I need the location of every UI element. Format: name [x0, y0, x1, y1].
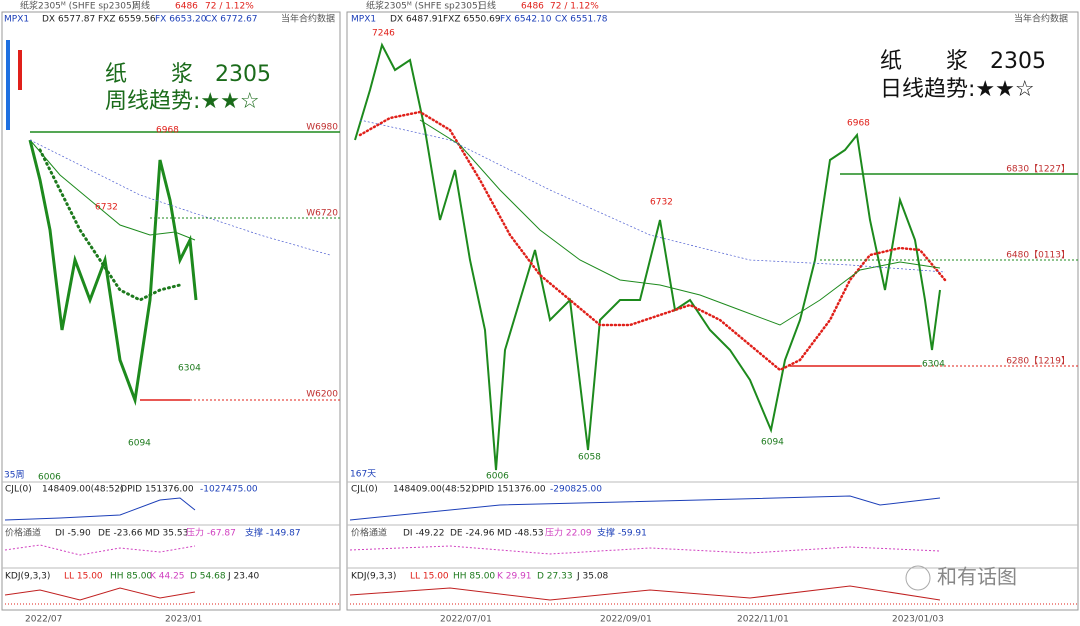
subtitle: 日线趋势:★★☆ [880, 77, 1035, 102]
date-label: 2023/01 [165, 615, 202, 625]
note: 当年合约数据 [1014, 13, 1068, 25]
kdj-item: J 35.08 [576, 572, 609, 582]
channel-item: 支撑 -149.87 [245, 527, 301, 539]
channel-item: 压力 -67.87 [186, 527, 236, 539]
indicator-item: DX 6577.87 [42, 15, 95, 25]
subtitle: 周线趋势:★★☆ [105, 89, 260, 114]
price-mark: 6094 [761, 438, 784, 448]
indicator-item: FXZ 6559.56 [98, 15, 156, 25]
kdj-item: D 54.68 [190, 572, 226, 582]
price-mark: 6094 [128, 439, 151, 449]
level-label: W6200 [306, 390, 338, 400]
change: 72 / 1.12% [550, 2, 599, 12]
count: 35周 [4, 470, 24, 481]
right-price-decor [354, 42, 947, 471]
level-label: 6830【1227】 [1006, 164, 1070, 175]
channel-item: DE -23.66 [98, 529, 143, 539]
header-name: 纸浆2305ᴹ (SHFE sp2305) [20, 0, 135, 12]
cjl-label: CJL(0) [5, 485, 32, 495]
price-mark: 6304 [178, 364, 201, 374]
indicator-item: FXZ 6550.69 [443, 15, 501, 25]
kdj-item: LL 15.00 [410, 572, 449, 582]
price-mark: 6732 [95, 203, 118, 213]
left-price-decor [6, 40, 331, 406]
channel-item: MD -48.53 [497, 529, 544, 539]
cjl-item: -290825.00 [550, 485, 602, 495]
kdj-label: KDJ(9,3,3) [351, 572, 396, 582]
price-mark: 6006 [38, 473, 61, 483]
channel-item: MD 35.53 [145, 529, 188, 539]
indicator-item: DX 6487.91 [390, 15, 443, 25]
channel-item: DE -24.96 [450, 529, 495, 539]
price: 6486 [175, 2, 198, 12]
date-label: 2023/01/03 [892, 615, 944, 625]
kdj-item: K 29.91 [497, 572, 532, 582]
date-label: 2022/09/01 [600, 615, 652, 625]
subpanel-decor [4, 495, 1078, 605]
kdj-item: HH 85.00 [110, 572, 152, 582]
price: 6486 [521, 2, 544, 12]
price-mark: 6006 [486, 472, 509, 482]
price-mark: 6968 [156, 126, 179, 136]
indicator-label: MPX1 [4, 15, 29, 25]
indicator-item: CX 6551.78 [555, 15, 608, 25]
cjl-item: OPID 151376.00 [472, 485, 546, 495]
title: 纸 浆 2305 [105, 62, 271, 87]
period: 日线 [478, 0, 496, 12]
channel-label: 价格通道 [5, 527, 41, 539]
channel-label: 价格通道 [351, 527, 387, 539]
price-mark: 6732 [650, 198, 673, 208]
date-label: 2022/07/01 [440, 615, 492, 625]
kdj-label: KDJ(9,3,3) [5, 572, 50, 582]
kdj-item: J 23.40 [227, 572, 260, 582]
level-label: W6720 [306, 209, 338, 219]
price-mark: 6968 [847, 119, 870, 129]
panel-dividers [2, 481, 1078, 569]
header-name: 纸浆2305ᴹ (SHFE sp2305) [366, 0, 481, 12]
date-label: 2022/11/01 [737, 615, 789, 625]
date-label: 2022/07 [25, 615, 62, 625]
kdj-item: LL 15.00 [64, 572, 103, 582]
level-label: W6980 [306, 123, 338, 133]
price-mark: 6304 [922, 360, 945, 370]
channel-item: 支撑 -59.91 [597, 527, 647, 539]
cjl-item: OPID 151376.00 [120, 485, 194, 495]
kdj-item: HH 85.00 [453, 572, 495, 582]
channel-item: DI -49.22 [403, 529, 444, 539]
left-panel [1, 11, 341, 611]
price-mark: 6058 [578, 453, 601, 463]
cjl-item: 148409.00(48:52) [393, 485, 475, 495]
level-label: 6480【0113】 [1006, 250, 1070, 261]
cjl-label: CJL(0) [351, 485, 378, 495]
watermark: 和有话图 [937, 565, 1017, 589]
indicator-label: MPX1 [351, 15, 376, 25]
indicator-item: FX 6653.20 [155, 15, 207, 25]
channel-item: DI -5.90 [55, 529, 91, 539]
price-mark: 7246 [372, 29, 395, 39]
note: 当年合约数据 [281, 13, 335, 25]
count: 167天 [350, 470, 376, 480]
cjl-item: -1027475.00 [200, 485, 258, 495]
period: 周线 [132, 0, 150, 12]
cjl-item: 148409.00(48:52) [42, 485, 124, 495]
watermark-icon [905, 565, 931, 591]
change: 72 / 1.12% [205, 2, 254, 12]
indicator-item: CX 6772.67 [205, 15, 258, 25]
title: 纸 浆 2305 [880, 49, 1046, 74]
kdj-item: K 44.25 [150, 572, 185, 582]
level-label: 6280【1219】 [1006, 356, 1070, 367]
right-panel [346, 11, 1079, 611]
channel-item: 压力 22.09 [545, 527, 592, 539]
kdj-item: D 27.33 [537, 572, 573, 582]
indicator-item: FX 6542.10 [500, 15, 552, 25]
